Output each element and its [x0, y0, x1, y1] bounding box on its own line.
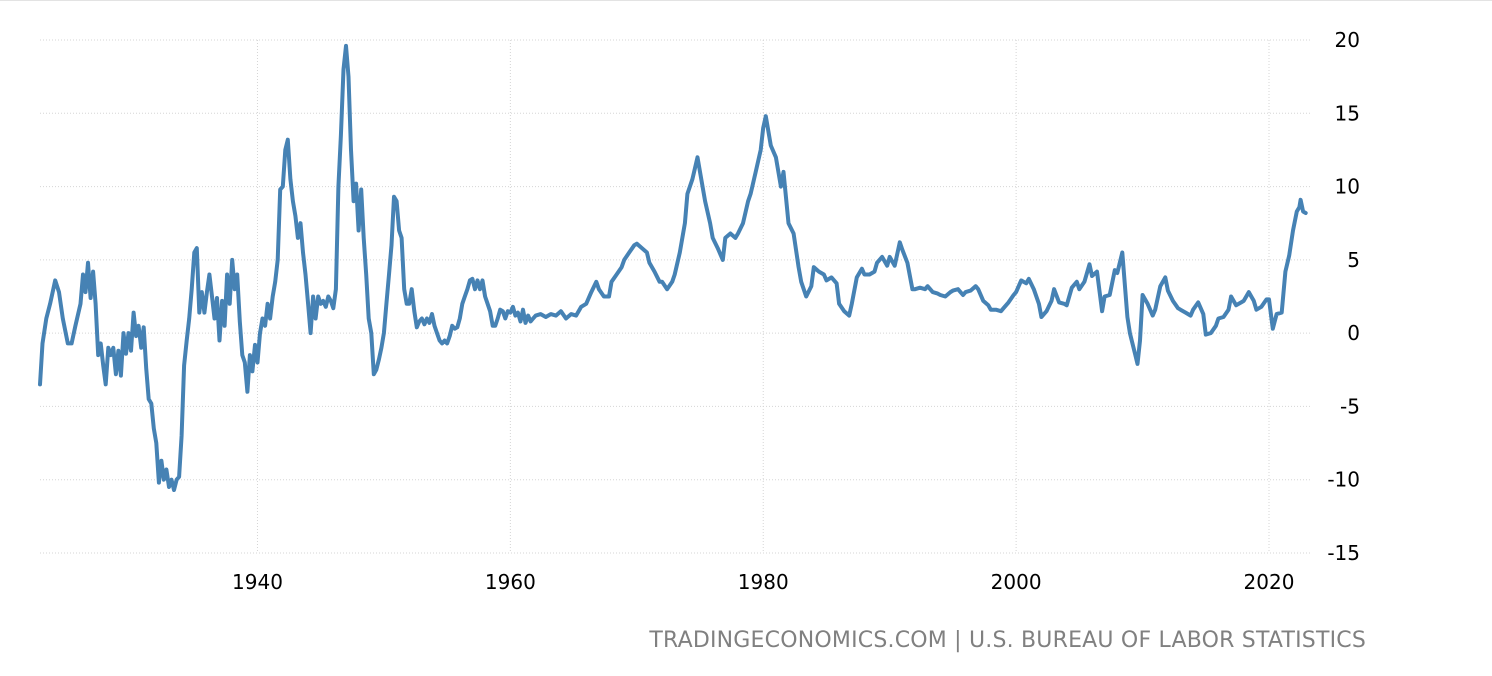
grid-lines: [40, 39, 1312, 554]
top-border: [0, 0, 1492, 1]
inflation-series-line: [38, 43, 1308, 492]
source-attribution[interactable]: TRADINGECONOMICS.COM | U.S. BUREAU OF LA…: [649, 628, 1366, 653]
y-tick-label: -15: [1327, 541, 1360, 565]
y-tick-label: -5: [1340, 394, 1360, 418]
x-axis-labels: 1940 1960 1980 2000 2020: [232, 570, 1294, 594]
y-tick-label: 15: [1335, 101, 1360, 125]
y-tick-label: 10: [1335, 175, 1360, 199]
x-tick-label: 1980: [738, 570, 789, 594]
y-tick-label: 5: [1347, 248, 1360, 272]
x-tick-label: 2000: [991, 570, 1042, 594]
x-tick-label: 2020: [1244, 570, 1295, 594]
y-tick-label: -10: [1327, 468, 1360, 492]
x-tick-label: 1960: [485, 570, 536, 594]
y-axis-labels: 20 15 10 5 0 -5 -10 -15: [1327, 28, 1360, 565]
y-tick-label: 0: [1347, 321, 1360, 345]
x-tick-label: 1940: [232, 570, 283, 594]
y-tick-label: 20: [1335, 28, 1360, 52]
